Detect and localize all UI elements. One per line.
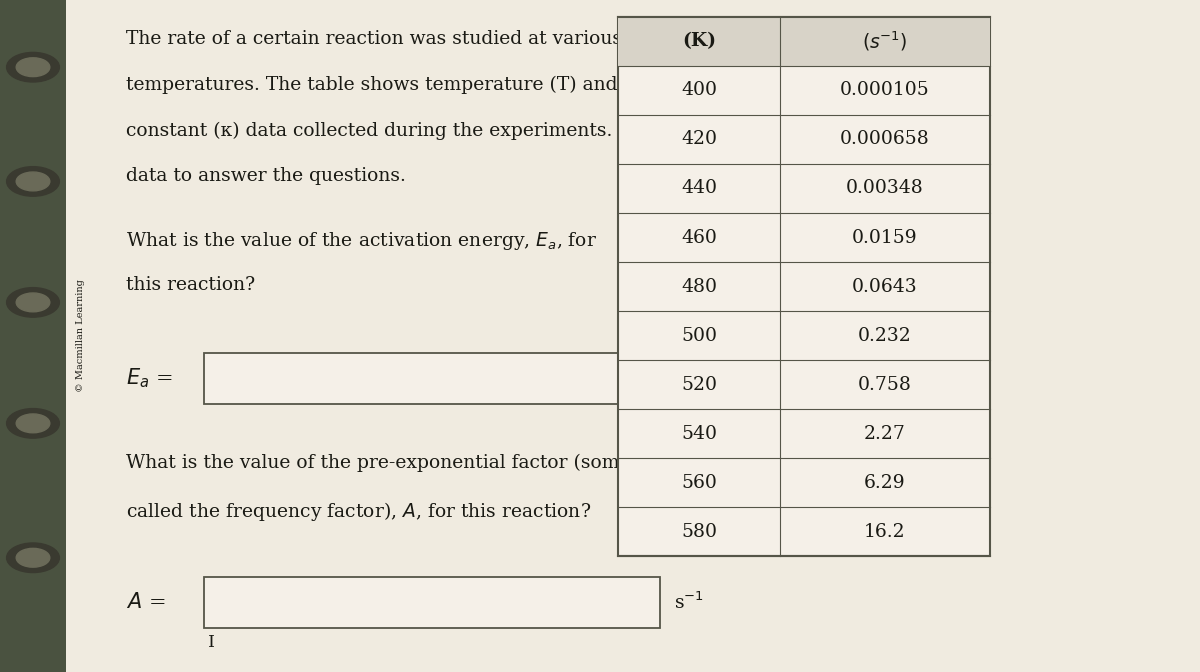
Text: 0.0643: 0.0643 <box>852 278 918 296</box>
Text: 0.00348: 0.00348 <box>846 179 924 198</box>
Text: $(s^{-1})$: $(s^{-1})$ <box>863 30 907 53</box>
Text: 400: 400 <box>682 81 718 99</box>
Text: 0.758: 0.758 <box>858 376 912 394</box>
Bar <box>204 577 660 628</box>
Bar <box>204 353 660 403</box>
Text: this reaction?: this reaction? <box>126 276 256 294</box>
Text: 0.000105: 0.000105 <box>840 81 930 99</box>
Text: 440: 440 <box>682 179 718 198</box>
Bar <box>618 17 990 66</box>
Text: 460: 460 <box>682 228 716 247</box>
Text: (K): (K) <box>682 32 716 50</box>
Text: 0.232: 0.232 <box>858 327 912 345</box>
Text: called the frequency factor), $A$, for this reaction?: called the frequency factor), $A$, for t… <box>126 500 592 523</box>
Text: 480: 480 <box>682 278 718 296</box>
Text: The rate of a certain reaction was studied at various: The rate of a certain reaction was studi… <box>126 30 622 48</box>
Text: $A$ =: $A$ = <box>126 593 166 612</box>
Text: s$^{-1}$: s$^{-1}$ <box>674 592 704 613</box>
Text: constant (κ) data collected during the experiments. Plot the: constant (κ) data collected during the e… <box>126 122 692 140</box>
Text: 560: 560 <box>682 474 716 492</box>
Circle shape <box>17 172 50 191</box>
Circle shape <box>17 58 50 77</box>
Circle shape <box>7 288 60 317</box>
Text: data to answer the questions.: data to answer the questions. <box>126 167 406 185</box>
Text: What is the value of the pre-exponential factor (sometimes: What is the value of the pre-exponential… <box>126 454 682 472</box>
Circle shape <box>17 414 50 433</box>
Text: 2.27: 2.27 <box>864 425 906 443</box>
Text: 0.0159: 0.0159 <box>852 228 918 247</box>
Text: 6.29: 6.29 <box>864 474 906 492</box>
Bar <box>0 0 66 672</box>
Circle shape <box>7 167 60 196</box>
Text: $E_a$ =: $E_a$ = <box>126 366 173 390</box>
Circle shape <box>7 543 60 573</box>
Text: 420: 420 <box>682 130 718 149</box>
Text: temperatures. The table shows temperature (Τ) and rate: temperatures. The table shows temperatur… <box>126 76 660 94</box>
Circle shape <box>7 409 60 438</box>
Text: 0.000658: 0.000658 <box>840 130 930 149</box>
Text: I: I <box>208 634 215 651</box>
Text: 580: 580 <box>682 523 718 541</box>
Circle shape <box>17 293 50 312</box>
Text: What is the value of the activation energy, $E_a$, for: What is the value of the activation ener… <box>126 230 598 252</box>
Bar <box>618 17 990 556</box>
Text: 520: 520 <box>682 376 718 394</box>
Circle shape <box>7 52 60 82</box>
Text: © Macmillan Learning: © Macmillan Learning <box>76 280 85 392</box>
Text: 540: 540 <box>682 425 718 443</box>
Text: kJ · mol$^{-1}$: kJ · mol$^{-1}$ <box>674 366 767 391</box>
Circle shape <box>17 548 50 567</box>
Text: 500: 500 <box>682 327 718 345</box>
Text: 16.2: 16.2 <box>864 523 906 541</box>
